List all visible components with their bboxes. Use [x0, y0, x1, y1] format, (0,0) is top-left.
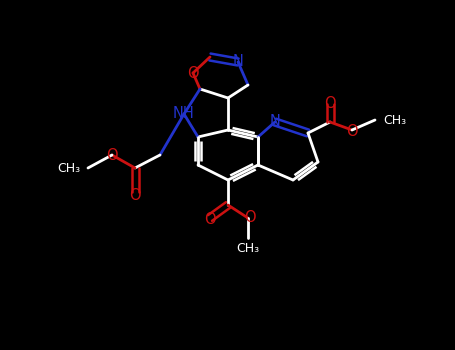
- Text: O: O: [244, 210, 256, 225]
- Text: CH₃: CH₃: [383, 113, 406, 126]
- Text: CH₃: CH₃: [57, 161, 80, 175]
- Text: N: N: [233, 55, 243, 70]
- Text: CH₃: CH₃: [237, 241, 259, 254]
- Text: O: O: [346, 124, 358, 139]
- Text: O: O: [324, 97, 336, 112]
- Text: O: O: [129, 188, 141, 203]
- Text: O: O: [106, 147, 118, 162]
- Text: O: O: [187, 65, 199, 80]
- Text: N: N: [269, 114, 280, 130]
- Text: O: O: [204, 212, 216, 228]
- Text: NH: NH: [173, 106, 195, 121]
